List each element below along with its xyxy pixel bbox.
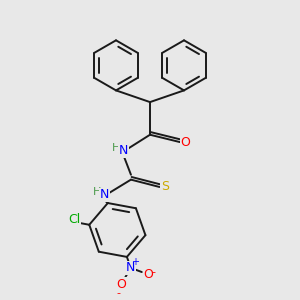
Text: N: N <box>126 261 136 274</box>
Text: -: - <box>152 267 156 278</box>
Text: S: S <box>161 181 169 194</box>
Text: -: - <box>116 288 120 298</box>
Text: H: H <box>112 143 121 153</box>
Text: Cl: Cl <box>68 213 81 226</box>
Text: O: O <box>144 268 154 281</box>
Text: O: O <box>116 278 126 291</box>
Text: +: + <box>131 257 140 268</box>
Text: N: N <box>100 188 109 201</box>
Text: O: O <box>180 136 190 148</box>
Text: N: N <box>119 144 128 157</box>
Text: H: H <box>93 187 102 197</box>
